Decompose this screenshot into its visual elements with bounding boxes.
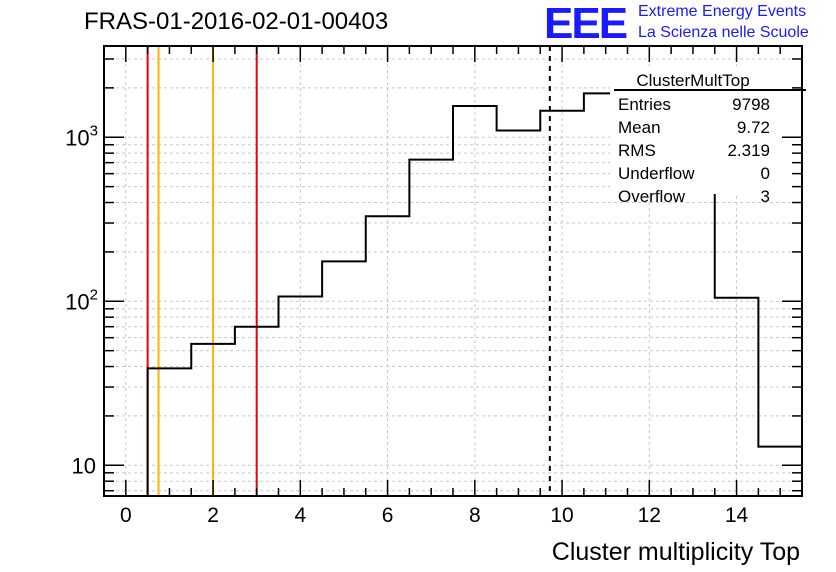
eee-logo: EEE <box>544 0 628 48</box>
stats-value: 9.72 <box>737 118 770 137</box>
stats-value: 0 <box>761 164 770 183</box>
stats-label: Overflow <box>618 187 686 206</box>
x-tick-label: 12 <box>638 504 661 527</box>
x-tick-label: 2 <box>207 504 219 527</box>
stats-label: Entries <box>618 95 671 114</box>
y-tick-label: 103 <box>65 122 98 150</box>
x-tick-label: 6 <box>382 504 394 527</box>
x-tick-label: 10 <box>550 504 573 527</box>
x-tick-label: 14 <box>725 504 749 527</box>
run-title: FRAS-01-2016-02-01-00403 <box>84 8 389 35</box>
stats-box <box>610 66 806 194</box>
y-tick-label: 102 <box>65 286 98 314</box>
x-tick-label: 0 <box>120 504 132 527</box>
stats-value: 3 <box>761 187 770 206</box>
x-tick-label: 8 <box>469 504 481 527</box>
stats-value: 9798 <box>732 95 770 114</box>
y-tick-label: 10 <box>72 453 96 478</box>
x-tick-label: 4 <box>294 504 306 527</box>
stats-value: 2.319 <box>727 141 770 160</box>
logo-line2: La Scienza nelle Scuole <box>638 24 809 41</box>
logo-line1: Extreme Energy Events <box>638 3 807 20</box>
x-axis-label: Cluster multiplicity Top <box>552 538 800 566</box>
stats-label: RMS <box>618 141 656 160</box>
stats-name: ClusterMultTop <box>636 71 749 90</box>
stats-label: Mean <box>618 118 661 137</box>
stats-label: Underflow <box>618 164 695 183</box>
